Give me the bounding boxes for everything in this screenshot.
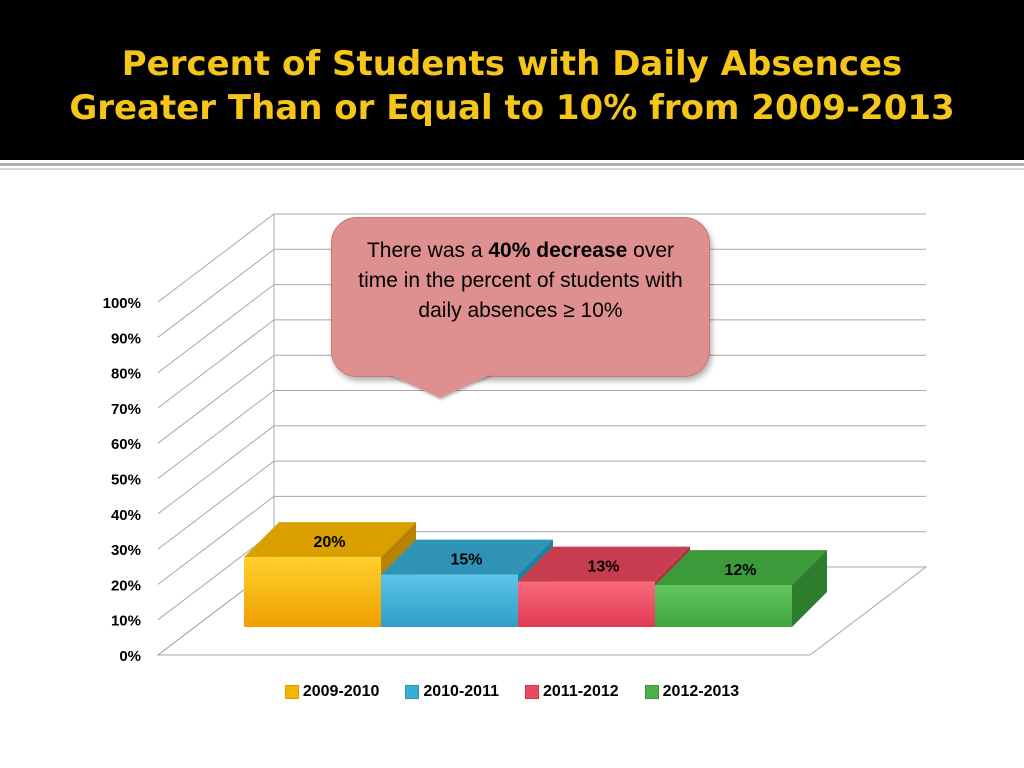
legend-label: 2010-2011 [423, 683, 499, 700]
legend-label: 2012-2013 [662, 683, 740, 700]
y-tick-label: 10% [111, 613, 141, 630]
title-bar [0, 0, 1024, 160]
floor-outline [156, 566, 928, 656]
legend-item: 2009-2010 [284, 683, 380, 701]
y-tick-label: 30% [111, 542, 141, 559]
divider-line-light [0, 168, 1024, 170]
legend-item: 2010-2011 [405, 683, 499, 701]
callout-emphasis: 40% decrease [488, 239, 628, 262]
legend-swatch-icon [284, 685, 299, 699]
legend-label: 2011-2012 [543, 683, 619, 700]
divider-line [0, 163, 1024, 166]
y-axis: 0% 10% 20% 30% 40% 50% 60% 70% 80% 90% 100% [103, 295, 141, 665]
title-line-1: Percent of Students with Daily Absences [121, 44, 903, 84]
callout-pointer [388, 374, 492, 398]
gridline [157, 425, 926, 515]
legend-label: 2009-2010 [302, 683, 380, 700]
bars [244, 522, 827, 627]
data-label: 15% [450, 552, 482, 569]
legend-swatch-icon [525, 685, 539, 699]
y-tick-label: 20% [111, 577, 141, 594]
data-labels: 20% 15% 13% 12% [313, 534, 756, 579]
y-tick-label: 80% [111, 366, 141, 383]
data-label: 12% [724, 562, 756, 579]
y-tick-label: 50% [111, 472, 141, 489]
callout-text: There was a 40% decrease over time in th… [350, 236, 691, 326]
gridline [157, 390, 926, 479]
y-tick-label: 70% [111, 401, 141, 418]
y-tick-label: 100% [103, 295, 141, 312]
annotation-callout: There was a 40% decrease over time in th… [331, 217, 710, 377]
y-tick-label: 40% [111, 507, 141, 524]
legend: 2009-2010 2010-2011 2011-2012 2012-2013 [0, 683, 1024, 701]
callout-text-before: There was a [366, 239, 489, 262]
callout-text-after: over time in the percent of students wit… [358, 239, 683, 322]
bar [655, 550, 827, 627]
y-tick-label: 0% [119, 648, 141, 665]
data-label: 13% [587, 559, 619, 576]
title-line-2: Greater Than or Equal to 10% from 2009-2… [69, 88, 955, 128]
legend-item: 2011-2012 [525, 683, 619, 701]
data-label: 20% [313, 534, 345, 551]
legend-swatch-icon [405, 685, 420, 699]
slide-title: Percent of Students with Daily Absences … [0, 42, 1024, 130]
y-tick-label: 90% [111, 330, 141, 347]
y-tick-label: 60% [111, 436, 141, 453]
legend-swatch-icon [644, 685, 659, 699]
legend-item: 2012-2013 [644, 683, 740, 701]
